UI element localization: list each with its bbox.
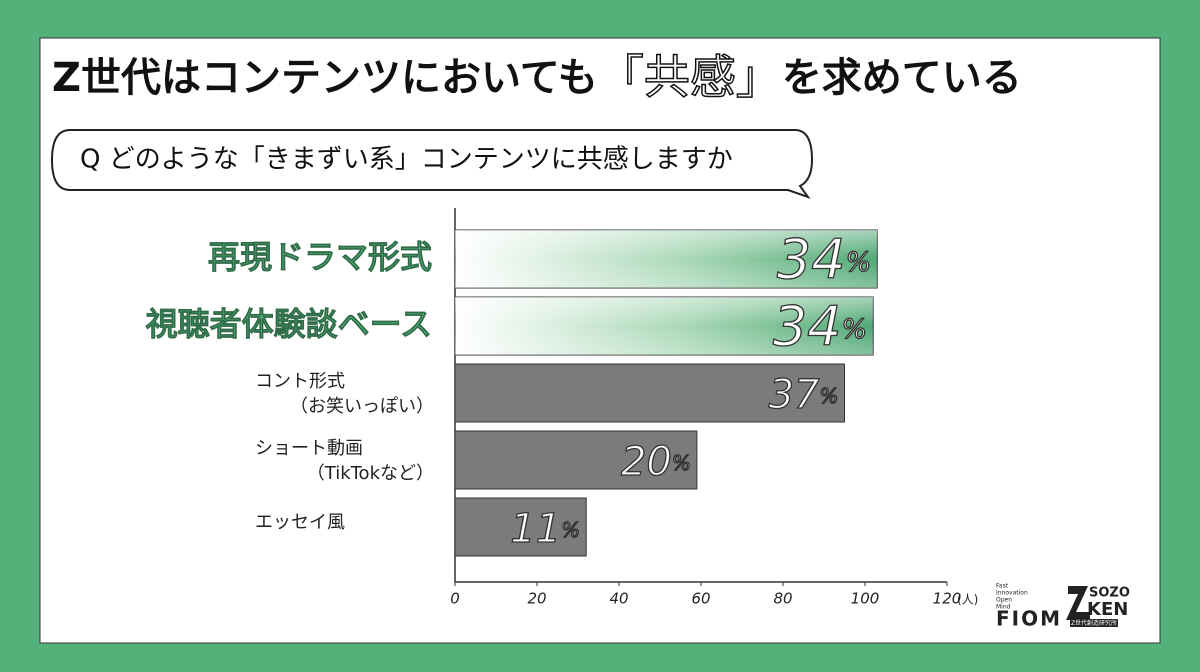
percent-label: 11% [510, 506, 580, 552]
question: Q どのような「きまずい系」コンテンツに共感しますか [80, 145, 733, 175]
category-label: 再現ドラマ形式 [208, 238, 432, 276]
chart-title: Z世代はコンテンツにおいても「共感」を求めている [52, 50, 1022, 104]
x-tick-label: 80 [773, 590, 792, 608]
percent-label: 34% [777, 228, 871, 291]
logo-tagline: Open [996, 597, 1012, 604]
x-tick-label: 100 [851, 590, 880, 608]
x-tick-label: 0 [450, 590, 460, 608]
category-label: ショート動画 [255, 438, 363, 459]
question-bubble [50, 129, 814, 200]
category-sublabel: （TikTokなど） [307, 463, 434, 484]
percent-label: 34% [773, 295, 867, 358]
title-end: を求めている [782, 55, 1022, 101]
title-emphasis: 「共感」 [598, 50, 782, 104]
category-label: コント形式 [255, 371, 345, 392]
x-unit: (人) [957, 593, 978, 607]
x-tick-label: 120 [933, 590, 962, 608]
x-tick-label: 40 [609, 590, 628, 608]
bar [454, 363, 845, 423]
bar [454, 497, 587, 557]
x-tick-label: 20 [527, 590, 546, 608]
logo-tagline: Innovation [996, 590, 1028, 597]
logo-z [1066, 586, 1090, 620]
logo-caption-box [1070, 619, 1118, 627]
logo-sozo: SOZO [1089, 586, 1130, 601]
logo-fiom: FIOM [996, 607, 1062, 631]
logo-tagline: Mind [996, 604, 1011, 611]
bar-sheen [455, 230, 878, 288]
title-main: Z世代はコンテンツにおいても [52, 55, 598, 101]
logo-ken: KEN [1087, 599, 1128, 620]
bar-sheen [455, 297, 874, 355]
percent-label: 20% [621, 439, 691, 485]
percent-label: 37% [769, 372, 839, 418]
category-label: 視聴者体験談ベース [146, 305, 432, 343]
logo-caption: Z世代創造研究所 [1071, 619, 1117, 627]
category-label: エッセイ風 [255, 512, 345, 533]
category-sublabel: （お笑いっぽい） [290, 396, 434, 417]
x-tick-label: 60 [691, 590, 710, 608]
bar [454, 430, 698, 490]
logo-tagline: Fast [996, 583, 1009, 590]
